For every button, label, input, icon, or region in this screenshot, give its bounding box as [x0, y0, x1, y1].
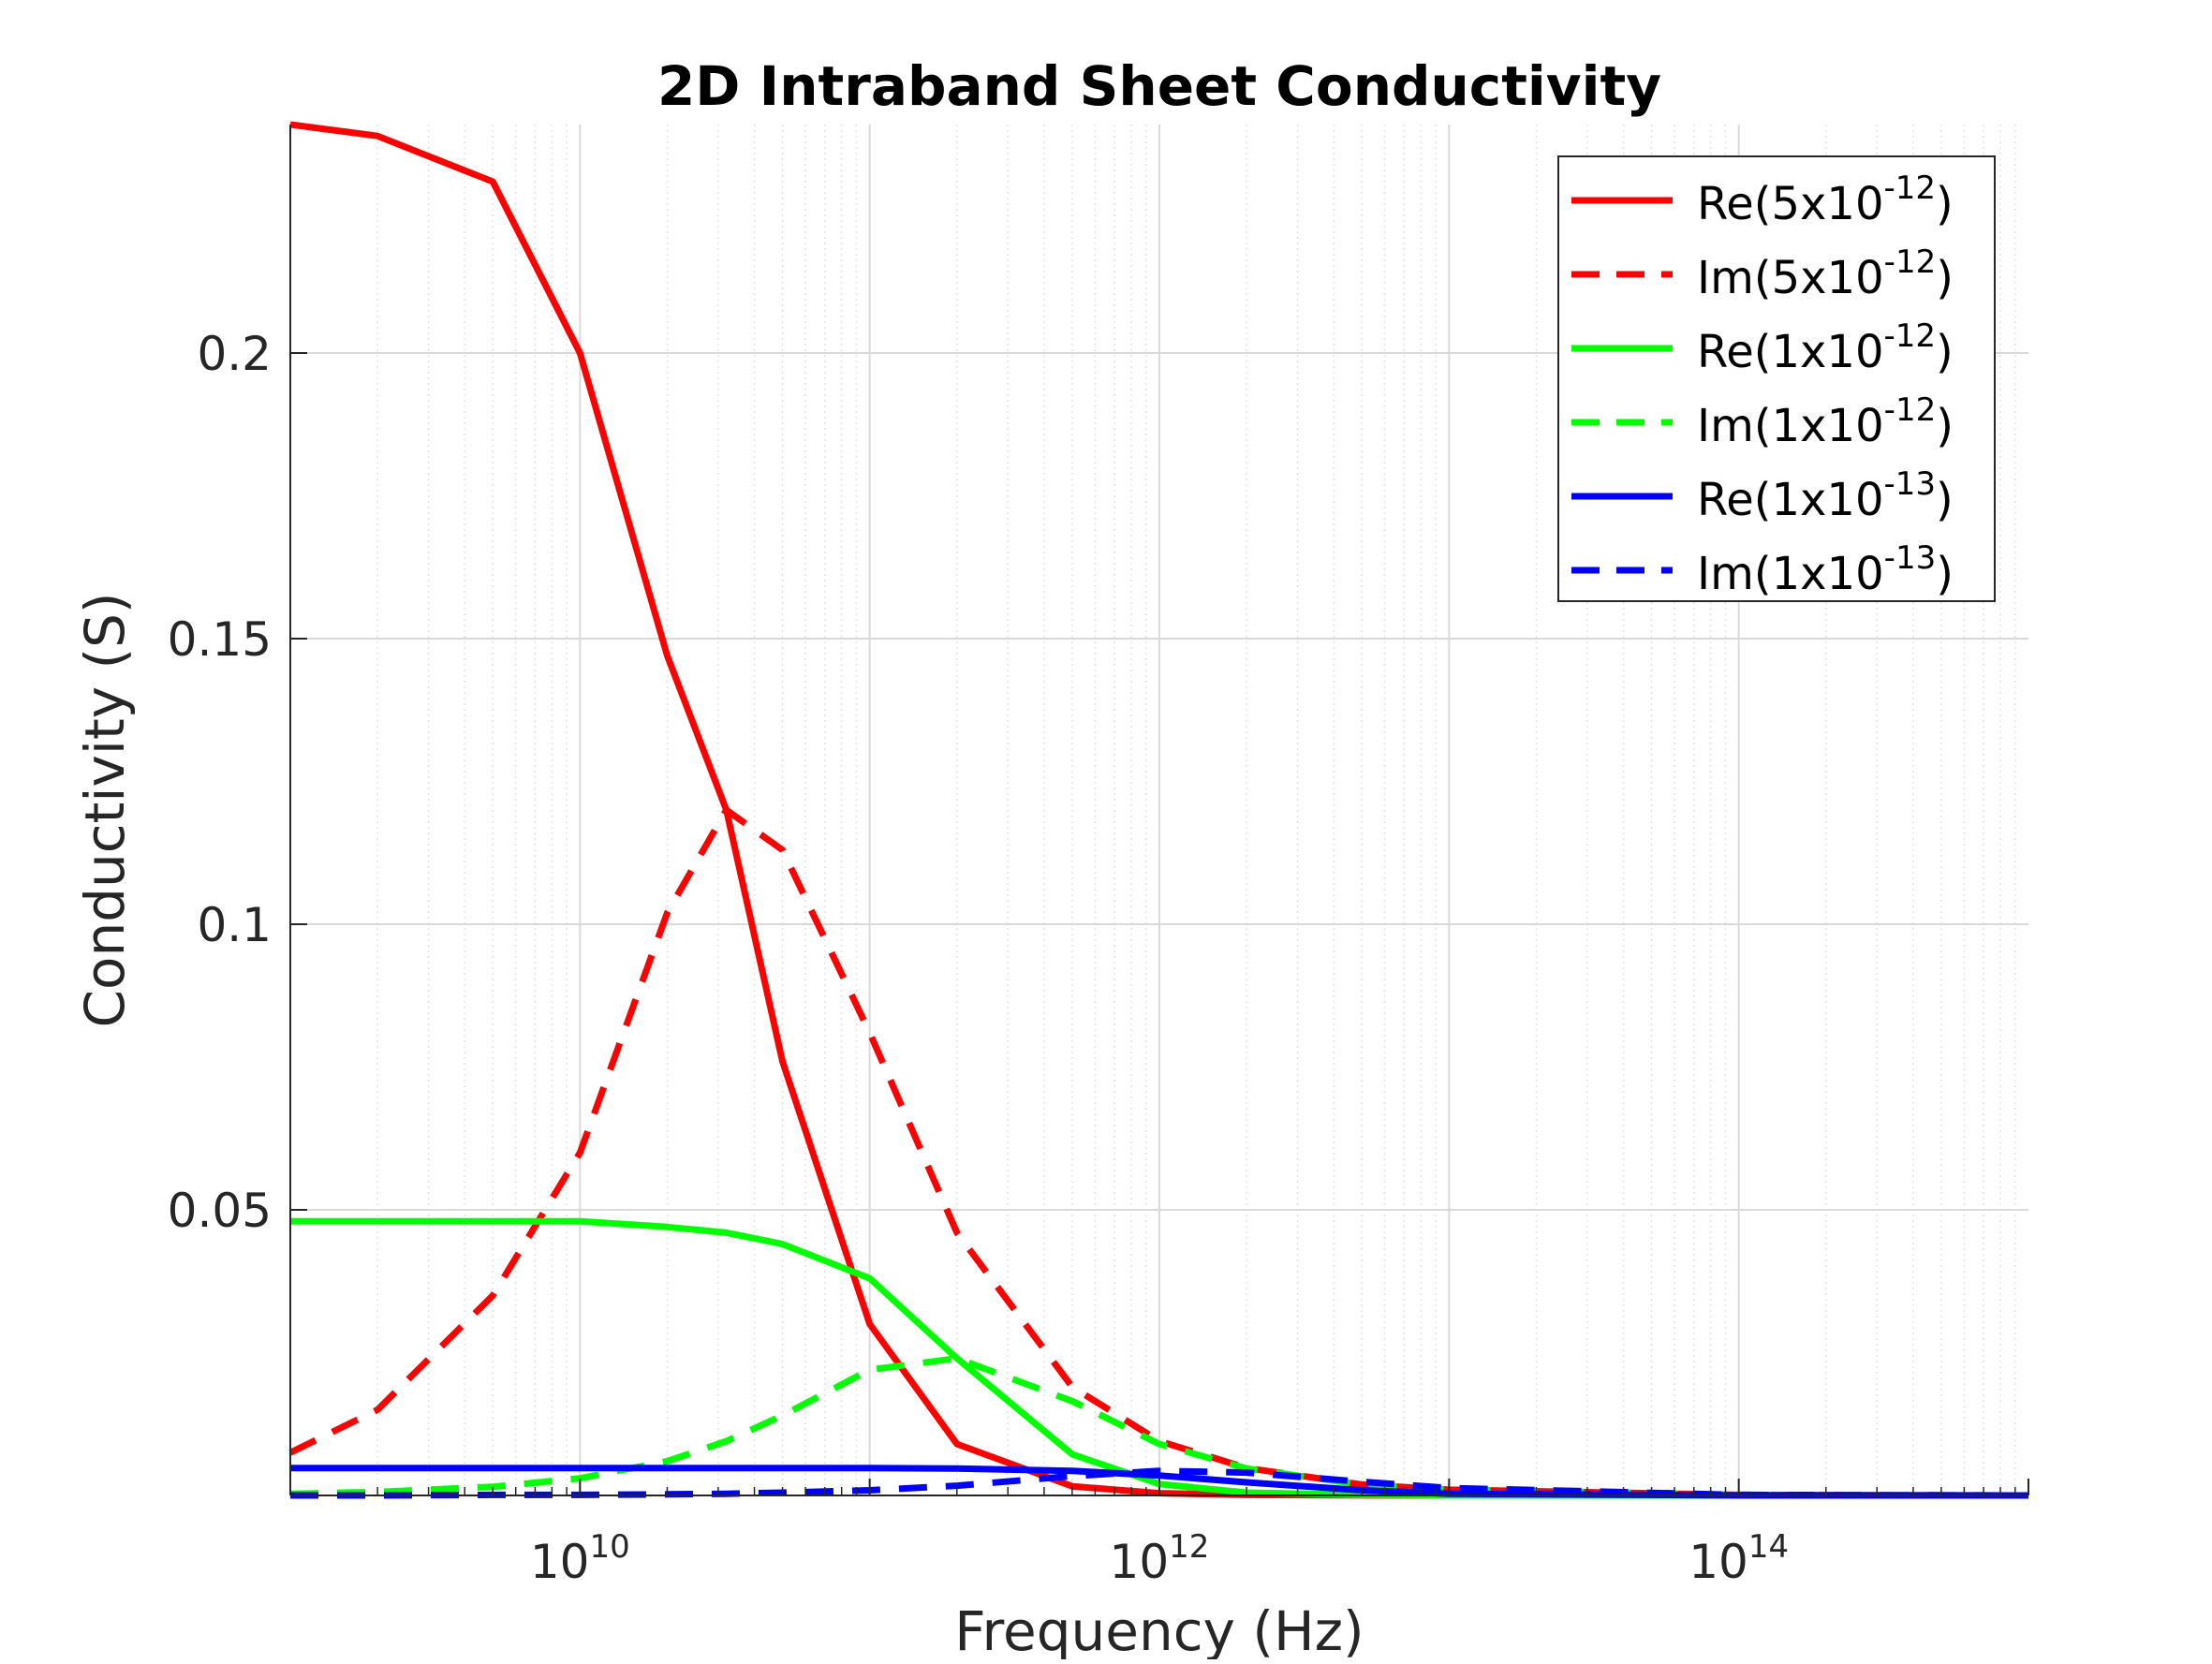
series-line-4 [289, 1355, 2029, 1499]
series-line-5 [290, 1465, 2028, 1499]
x-tick-label: 1012 [1110, 1528, 1210, 1589]
y-tick-label: 0.05 [168, 1184, 272, 1238]
chart-title: 2D Intraband Sheet Conductivity [657, 54, 1661, 118]
legend-label-4: Im(1x10-12) [1697, 391, 1954, 452]
x-tick-label: 1014 [1688, 1528, 1789, 1589]
axis-layer: 1010 1012 1014 0.05 0.1 0.15 0.2 [168, 125, 2029, 1589]
x-tick-label: 1010 [530, 1528, 630, 1589]
x-axis-label: Frequency (Hz) [954, 1599, 1364, 1659]
legend-label-3: Re(1x10-12) [1697, 317, 1954, 378]
legend: Re(5x10-12) Im(5x10-12) Re(1x10-12) Im(1x10… [1557, 155, 1996, 602]
legend-label-1: Re(5x10-12) [1697, 169, 1954, 230]
y-tick-label: 0.1 [197, 898, 272, 952]
legend-box [1557, 155, 1996, 602]
legend-label-5: Re(1x10-13) [1697, 465, 1954, 526]
y-tick-label: 0.2 [197, 327, 272, 381]
y-axis-label: Conductivity (S) [73, 592, 137, 1027]
y-tick-label: 0.15 [168, 612, 272, 667]
legend-label-6: Im(1x10-13) [1697, 539, 1954, 600]
legend-label-2: Im(5x10-12) [1697, 243, 1954, 304]
